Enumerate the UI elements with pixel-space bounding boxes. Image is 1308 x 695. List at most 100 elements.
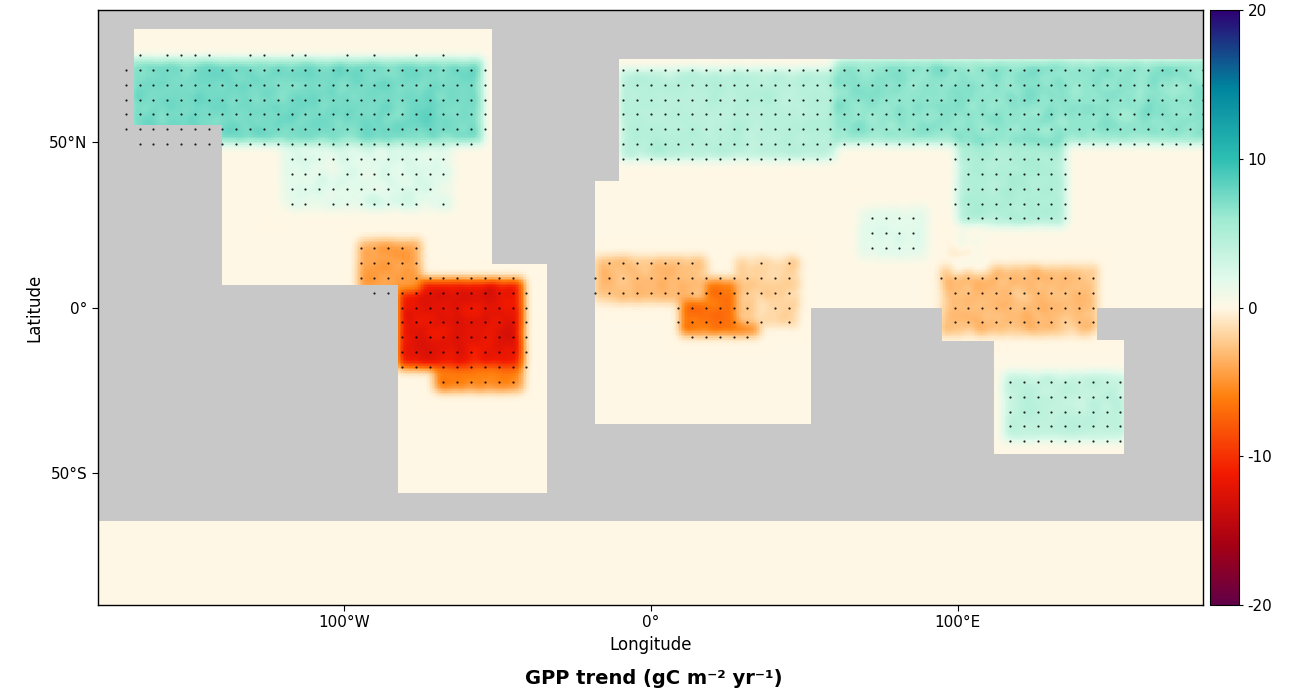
Point: [157, 109, 178, 120]
Point: [1096, 94, 1117, 105]
Point: [1041, 183, 1062, 194]
Point: [1054, 64, 1075, 75]
Point: [889, 213, 910, 224]
Point: [391, 79, 412, 90]
Point: [1054, 302, 1075, 313]
Point: [944, 79, 965, 90]
Point: [157, 64, 178, 75]
Point: [736, 302, 757, 313]
Point: [323, 138, 344, 149]
Point: [736, 64, 757, 75]
Point: [351, 94, 371, 105]
Point: [1069, 124, 1090, 135]
Point: [1069, 287, 1090, 298]
Point: [170, 49, 191, 60]
Point: [1096, 138, 1117, 149]
Point: [502, 376, 523, 387]
Point: [723, 138, 744, 149]
Point: [433, 124, 454, 135]
Point: [460, 361, 481, 373]
Point: [323, 94, 344, 105]
Point: [475, 124, 496, 135]
Point: [833, 109, 854, 120]
Point: [751, 64, 772, 75]
Point: [364, 64, 385, 75]
Point: [1027, 138, 1048, 149]
Point: [336, 79, 357, 90]
Point: [309, 64, 330, 75]
Point: [944, 109, 965, 120]
Point: [502, 302, 523, 313]
Point: [696, 272, 717, 284]
Point: [309, 138, 330, 149]
Point: [1041, 391, 1062, 402]
Point: [460, 138, 481, 149]
Point: [723, 302, 744, 313]
Point: [170, 138, 191, 149]
Point: [419, 154, 439, 165]
Point: [833, 94, 854, 105]
Point: [1054, 94, 1075, 105]
Point: [641, 64, 661, 75]
Point: [793, 64, 814, 75]
Point: [378, 94, 399, 105]
Point: [917, 79, 938, 90]
Point: [364, 124, 385, 135]
Point: [723, 94, 744, 105]
Point: [627, 287, 647, 298]
Point: [447, 94, 468, 105]
Point: [999, 376, 1020, 387]
Point: [364, 49, 385, 60]
Point: [1041, 109, 1062, 120]
Point: [848, 79, 869, 90]
Point: [336, 138, 357, 149]
Point: [696, 124, 717, 135]
Point: [294, 138, 315, 149]
Point: [1014, 391, 1035, 402]
Point: [778, 138, 799, 149]
Point: [944, 287, 965, 298]
Point: [751, 154, 772, 165]
Point: [391, 332, 412, 343]
Point: [1193, 124, 1214, 135]
Point: [999, 79, 1020, 90]
Point: [641, 272, 661, 284]
Point: [351, 154, 371, 165]
Point: [778, 94, 799, 105]
Point: [723, 317, 744, 328]
Point: [1110, 420, 1131, 432]
Point: [1027, 302, 1048, 313]
Point: [1110, 391, 1131, 402]
Point: [1054, 376, 1075, 387]
Point: [364, 287, 385, 298]
Point: [806, 79, 827, 90]
Point: [460, 376, 481, 387]
Point: [184, 94, 205, 105]
Point: [1096, 406, 1117, 417]
Point: [419, 94, 439, 105]
Point: [405, 138, 426, 149]
Point: [239, 124, 260, 135]
Point: [1193, 94, 1214, 105]
Point: [917, 94, 938, 105]
Point: [475, 302, 496, 313]
Point: [903, 213, 923, 224]
Point: [475, 272, 496, 284]
Point: [1041, 154, 1062, 165]
Point: [654, 124, 675, 135]
Point: [419, 168, 439, 179]
Point: [627, 154, 647, 165]
Point: [447, 332, 468, 343]
Point: [1014, 64, 1035, 75]
Point: [957, 124, 978, 135]
Point: [875, 228, 896, 239]
Point: [999, 168, 1020, 179]
Point: [254, 109, 275, 120]
Point: [351, 124, 371, 135]
Point: [1041, 287, 1062, 298]
Point: [1027, 183, 1048, 194]
Point: [226, 109, 247, 120]
Point: [433, 361, 454, 373]
Point: [336, 198, 357, 209]
Point: [447, 138, 468, 149]
